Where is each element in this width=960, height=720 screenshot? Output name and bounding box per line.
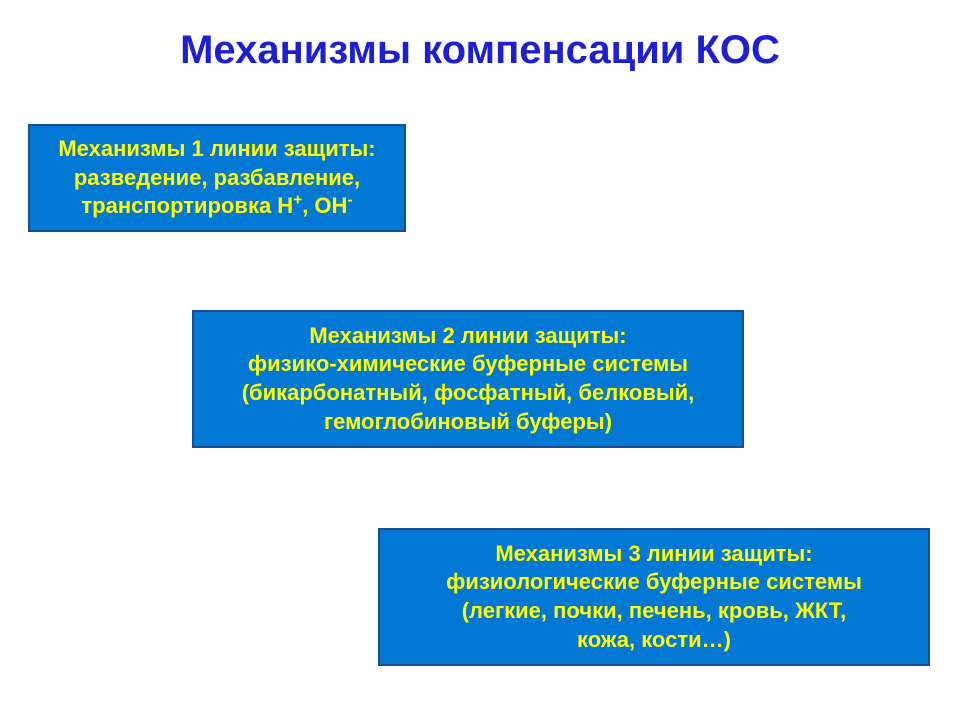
box-mechanism-2-text: Механизмы 2 линии защиты:физико-химическ… (242, 322, 695, 436)
box-mechanism-1: Механизмы 1 линии защиты:разведение, раз… (28, 124, 406, 232)
box-mechanism-2: Механизмы 2 линии защиты:физико-химическ… (192, 310, 744, 448)
box-mechanism-3-text: Механизмы 3 линии защиты:физиологические… (446, 540, 862, 654)
box-mechanism-3: Механизмы 3 линии защиты:физиологические… (378, 528, 930, 666)
box-mechanism-1-text: Механизмы 1 линии защиты:разведение, раз… (58, 135, 375, 221)
slide-title: Механизмы компенсации КОС (0, 28, 960, 73)
